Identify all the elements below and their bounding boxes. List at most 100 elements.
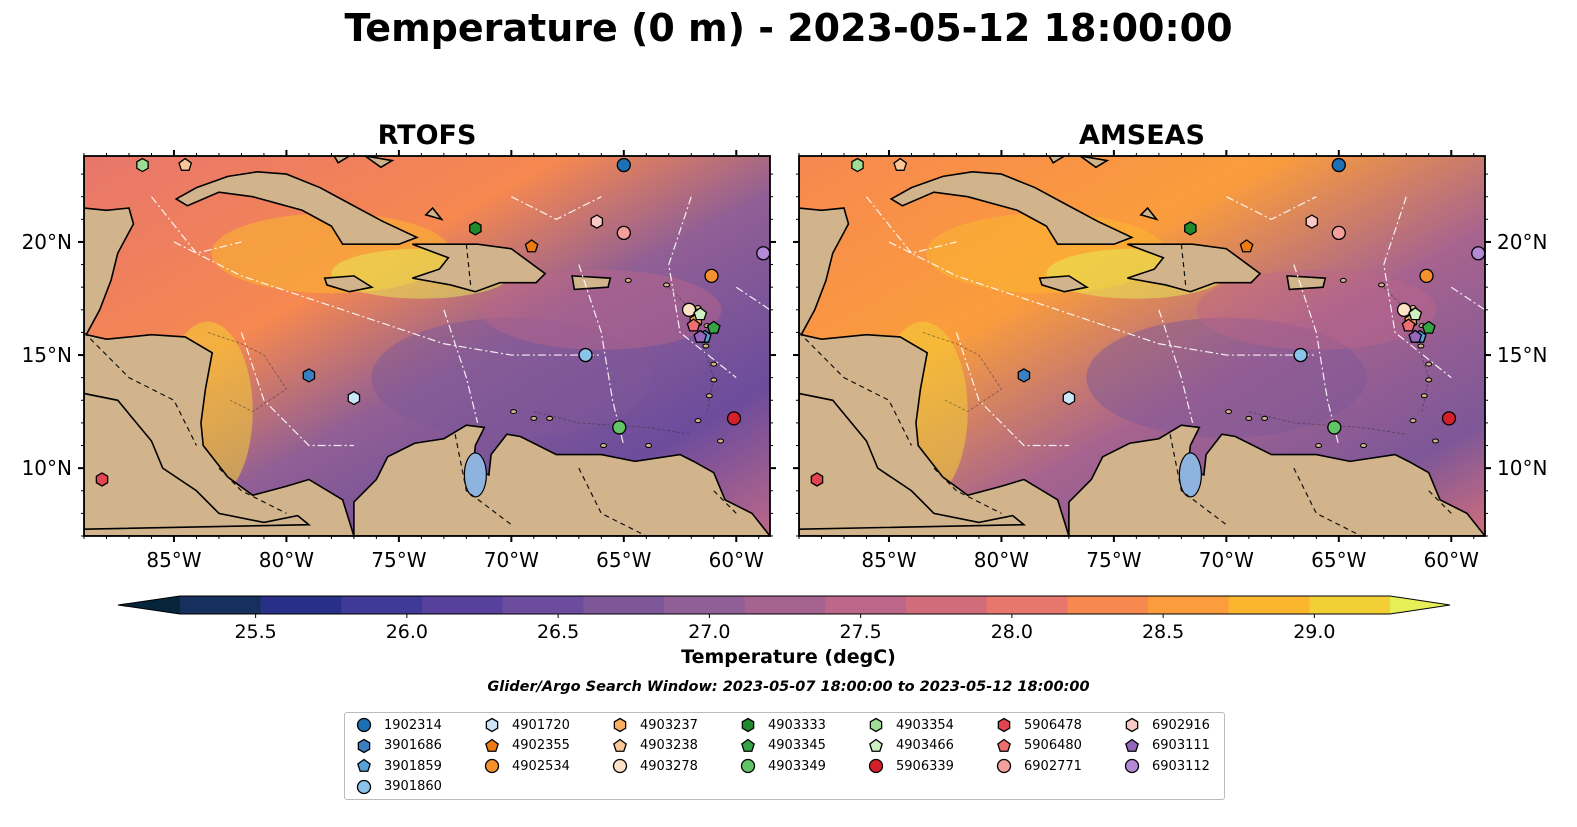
- x-tick-label: 60°W: [709, 548, 764, 572]
- legend-item-4903237: 4903237: [611, 715, 698, 735]
- colorbar-bin: [906, 596, 988, 614]
- float-marker-6903111: [693, 329, 708, 343]
- colorbar-extend-min: [118, 596, 180, 614]
- map-panel-amseas: 85°W 80°W 75°W 70°W 65°W 60°W 20°N 15°N 10°N: [793, 150, 1547, 572]
- legend-marker-shape: [485, 717, 499, 733]
- float-marker-4903333: [469, 221, 482, 236]
- legend-marker-pentagon-icon: [485, 738, 499, 752]
- legend-marker-hexagon-icon: [357, 738, 371, 753]
- legend-label: 4903466: [896, 738, 954, 753]
- legend-marker-shape: [869, 738, 883, 752]
- x-tick-label: 65°W: [1311, 548, 1366, 572]
- float-marker-4903238: [893, 157, 908, 171]
- colorbar-bin: [502, 596, 584, 614]
- x-tick-label: 70°W: [484, 548, 539, 572]
- legend-marker-shape: [357, 738, 371, 753]
- legend-marker-pentagon-icon: [357, 758, 371, 772]
- float-marker-3901860: [1293, 347, 1308, 363]
- legend-label: 3901860: [384, 779, 442, 794]
- legend-item-4903349: 4903349: [739, 756, 826, 776]
- map-frame: [83, 155, 771, 537]
- float-marker-4903333: [1184, 221, 1197, 236]
- legend-marker-shape: [356, 717, 372, 733]
- legend-marker-hexagon-icon: [613, 717, 627, 733]
- x-tick-label: 80°W: [259, 548, 314, 572]
- legend-item-3901860: 3901860: [355, 777, 442, 797]
- legend-marker-shape: [997, 738, 1011, 752]
- colorbar-extend-max: [1390, 596, 1450, 614]
- legend-marker-shape: [612, 758, 628, 774]
- colorbar-bin: [825, 596, 907, 614]
- colorbar-tick-label: 27.0: [688, 621, 730, 640]
- legend-label: 4903349: [768, 758, 826, 774]
- x-tick-label: 85°W: [861, 548, 916, 572]
- x-tick-label: 70°W: [1199, 548, 1254, 572]
- colorbar-bin: [664, 596, 746, 614]
- legend-item-3901686: 3901686: [355, 736, 442, 756]
- float-marker-4901720: [347, 390, 361, 406]
- legend-marker-shape: [484, 758, 500, 774]
- map-panels: 85°W 80°W 75°W 70°W 65°W 60°W 20°N 15°N 10°N 85°…: [22, 150, 1547, 640]
- y-tick-label: 15°N: [22, 343, 72, 367]
- legend-label: 5906480: [1024, 738, 1082, 753]
- float-marker-4903349: [1327, 420, 1342, 435]
- colorbar-bin: [1309, 596, 1391, 614]
- legend-marker-pentagon-icon: [613, 738, 627, 752]
- colorbar-bin: [744, 596, 826, 614]
- legend-item-5906339: 5906339: [867, 756, 954, 776]
- legend-marker-shape: [1124, 758, 1140, 774]
- y-tick-label: 20°N: [22, 230, 72, 254]
- legend-marker-shape: [1125, 738, 1139, 752]
- panel-title-amseas: AMSEAS: [1079, 120, 1205, 151]
- legend-marker-shape: [997, 717, 1011, 733]
- float-marker-5906339: [726, 411, 742, 426]
- legend-label: 5906478: [1024, 717, 1082, 733]
- float-marker-4902355: [524, 239, 539, 253]
- legend-item-4903466: 4903466: [867, 736, 954, 756]
- legend-marker-pentagon-icon: [741, 738, 755, 752]
- float-marker-3901860: [578, 347, 593, 363]
- float-marker-6902916: [590, 214, 604, 229]
- legend-item-4902355: 4902355: [483, 736, 570, 756]
- colorbar-bin: [1067, 596, 1149, 614]
- legend-item-3901859: 3901859: [355, 756, 442, 776]
- legend-label: 4903354: [896, 717, 954, 733]
- x-tick-label: 80°W: [974, 548, 1029, 572]
- x-tick-label: 60°W: [1424, 548, 1479, 572]
- float-marker-4903278: [1396, 302, 1412, 317]
- legend-label: 4902534: [512, 758, 570, 774]
- legend-item-4903345: 4903345: [739, 736, 826, 756]
- legend-label: 6902916: [1152, 717, 1210, 733]
- legend-marker-circle-icon: [996, 758, 1012, 774]
- legend-marker-shape: [996, 758, 1012, 774]
- y-tick-label: 10°N: [22, 456, 72, 480]
- float-marker-4903466: [1408, 307, 1423, 321]
- float-marker-4902534: [1419, 268, 1434, 284]
- x-tick-label: 75°W: [371, 548, 426, 572]
- float-marker-1902314: [616, 157, 631, 173]
- legend-item-6902916: 6902916: [1123, 715, 1210, 735]
- float-marker-4903238: [178, 157, 193, 171]
- legend-marker-hexagon-icon: [997, 717, 1011, 733]
- colorbar-bin: [986, 596, 1068, 614]
- legend-item-4903333: 4903333: [739, 715, 826, 735]
- float-marker-5906478: [95, 472, 109, 487]
- float-marker-5906478: [810, 472, 824, 487]
- legend-marker-shape: [357, 758, 371, 772]
- legend-marker-circle-icon: [1124, 758, 1140, 774]
- legend-item-1902314: 1902314: [355, 715, 442, 735]
- legend-item-5906478: 5906478: [995, 715, 1082, 735]
- colorbar-tick-label: 27.5: [839, 621, 881, 640]
- legend-marker-circle-icon: [868, 758, 884, 774]
- float-marker-4903349: [612, 420, 627, 435]
- legend-label: 4902355: [512, 738, 570, 753]
- colorbar-bin: [1228, 596, 1310, 614]
- legend-item-6903112: 6903112: [1123, 756, 1210, 776]
- legend-marker-shape: [1125, 717, 1139, 733]
- y-tick-label: 15°N: [1497, 343, 1547, 367]
- colorbar-bin: [583, 596, 665, 614]
- float-marker-4903345: [706, 320, 721, 334]
- legend-label: 5906339: [896, 758, 954, 774]
- colorbar-bin: [341, 596, 423, 614]
- float-marker-4902355: [1239, 239, 1254, 253]
